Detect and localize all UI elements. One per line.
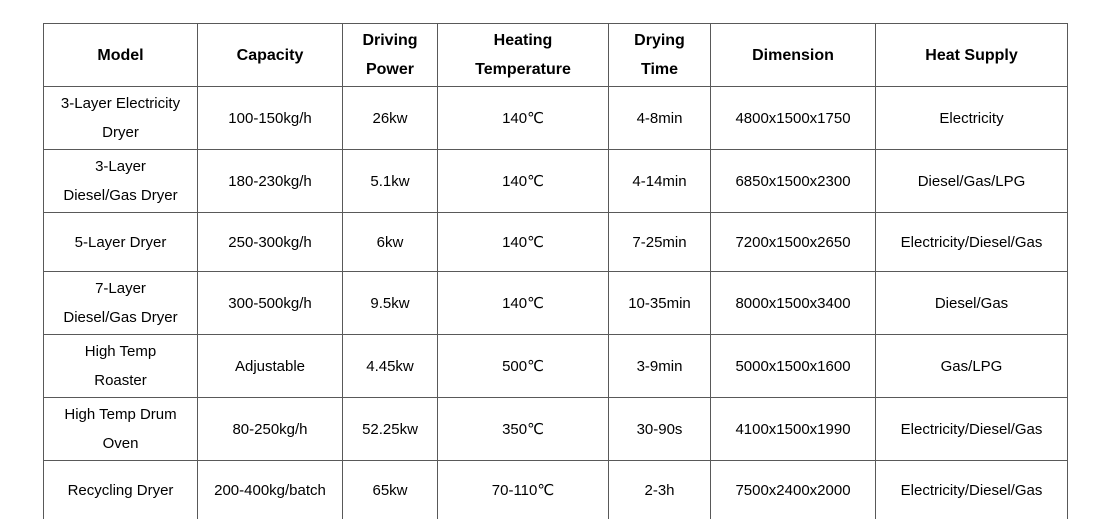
cell-driving-power: 52.25kw (342, 397, 438, 461)
cell-capacity: 80-250kg/h (197, 397, 343, 461)
cell-drying-time: 2-3h (608, 460, 711, 519)
cell-dimension: 8000x1500x3400 (710, 271, 876, 335)
cell-capacity: 250-300kg/h (197, 212, 343, 272)
cell-drying-time: 30-90s (608, 397, 711, 461)
dryer-spec-table: Model Capacity Driving Power Heating Tem… (43, 23, 1068, 519)
cell-dimension: 6850x1500x2300 (710, 149, 876, 213)
cell-capacity: 180-230kg/h (197, 149, 343, 213)
cell-model: 3-Layer Diesel/Gas Dryer (43, 149, 198, 213)
table-row: Recycling Dryer 200-400kg/batch 65kw 70-… (43, 460, 1068, 519)
table-row: 5-Layer Dryer 250-300kg/h 6kw 140℃ 7-25m… (43, 212, 1068, 272)
table-row: 3-Layer Diesel/Gas Dryer 180-230kg/h 5.1… (43, 149, 1068, 213)
cell-driving-power: 4.45kw (342, 334, 438, 398)
cell-model: Recycling Dryer (43, 460, 198, 519)
cell-capacity: Adjustable (197, 334, 343, 398)
cell-heating-temperature: 140℃ (437, 271, 609, 335)
table-row: 7-Layer Diesel/Gas Dryer 300-500kg/h 9.5… (43, 271, 1068, 335)
cell-model: 5-Layer Dryer (43, 212, 198, 272)
cell-driving-power: 5.1kw (342, 149, 438, 213)
column-header-model: Model (43, 23, 198, 87)
cell-model: 3-Layer Electricity Dryer (43, 86, 198, 150)
header-row: Model Capacity Driving Power Heating Tem… (43, 23, 1068, 87)
column-header-heat-supply: Heat Supply (875, 23, 1068, 87)
column-header-driving-power: Driving Power (342, 23, 438, 87)
table-body: 3-Layer Electricity Dryer 100-150kg/h 26… (43, 86, 1068, 519)
column-header-dimension: Dimension (710, 23, 876, 87)
cell-capacity: 100-150kg/h (197, 86, 343, 150)
cell-heating-temperature: 140℃ (437, 86, 609, 150)
table-row: High Temp Roaster Adjustable 4.45kw 500℃… (43, 334, 1068, 398)
cell-dimension: 4800x1500x1750 (710, 86, 876, 150)
table-header: Model Capacity Driving Power Heating Tem… (43, 23, 1068, 87)
cell-drying-time: 4-8min (608, 86, 711, 150)
cell-heating-temperature: 500℃ (437, 334, 609, 398)
cell-heat-supply: Diesel/Gas/LPG (875, 149, 1068, 213)
cell-dimension: 7500x2400x2000 (710, 460, 876, 519)
cell-dimension: 5000x1500x1600 (710, 334, 876, 398)
cell-dimension: 7200x1500x2650 (710, 212, 876, 272)
column-header-capacity: Capacity (197, 23, 343, 87)
cell-heat-supply: Electricity/Diesel/Gas (875, 460, 1068, 519)
cell-heating-temperature: 140℃ (437, 149, 609, 213)
cell-heating-temperature: 70-110℃ (437, 460, 609, 519)
cell-heat-supply: Electricity (875, 86, 1068, 150)
cell-capacity: 200-400kg/batch (197, 460, 343, 519)
cell-dimension: 4100x1500x1990 (710, 397, 876, 461)
cell-model: High Temp Drum Oven (43, 397, 198, 461)
cell-heating-temperature: 140℃ (437, 212, 609, 272)
cell-drying-time: 4-14min (608, 149, 711, 213)
cell-heating-temperature: 350℃ (437, 397, 609, 461)
cell-capacity: 300-500kg/h (197, 271, 343, 335)
column-header-heating-temperature: Heating Temperature (437, 23, 609, 87)
cell-driving-power: 65kw (342, 460, 438, 519)
table-row: 3-Layer Electricity Dryer 100-150kg/h 26… (43, 86, 1068, 150)
cell-heat-supply: Electricity/Diesel/Gas (875, 212, 1068, 272)
cell-model: High Temp Roaster (43, 334, 198, 398)
cell-heat-supply: Electricity/Diesel/Gas (875, 397, 1068, 461)
cell-heat-supply: Diesel/Gas (875, 271, 1068, 335)
cell-drying-time: 10-35min (608, 271, 711, 335)
table-row: High Temp Drum Oven 80-250kg/h 52.25kw 3… (43, 397, 1068, 461)
cell-heat-supply: Gas/LPG (875, 334, 1068, 398)
cell-driving-power: 9.5kw (342, 271, 438, 335)
cell-model: 7-Layer Diesel/Gas Dryer (43, 271, 198, 335)
cell-driving-power: 26kw (342, 86, 438, 150)
cell-driving-power: 6kw (342, 212, 438, 272)
column-header-drying-time: Drying Time (608, 23, 711, 87)
cell-drying-time: 7-25min (608, 212, 711, 272)
cell-drying-time: 3-9min (608, 334, 711, 398)
